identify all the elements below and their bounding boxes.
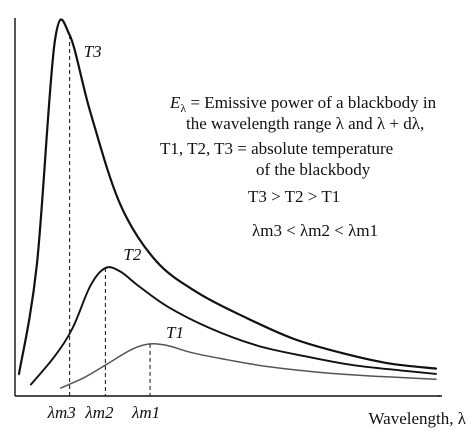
curve-label-t3: T3 (84, 42, 102, 61)
legend-line-5: T3 > T2 > T1 (248, 187, 341, 206)
legend-line-4: of the blackbody (256, 160, 371, 179)
legend-line-1-text: = Emissive power of a blackbody in (186, 93, 437, 112)
legend-symbol-sub: λ (180, 101, 187, 115)
curve-t3 (17, 18, 438, 375)
x-tick-label-2: λm2 (84, 403, 114, 422)
legend-line-3: T1, T2, T3 = absolute temperature (160, 139, 394, 158)
legend-line-2: the wavelength range λ and λ + dλ, (186, 114, 425, 133)
curve-label-t2: T2 (123, 245, 141, 264)
x-axis-label: Wavelength, λ (368, 409, 466, 428)
legend-line-1: Eλ = Emissive power of a blackbody in (170, 92, 436, 119)
legend-symbol: E (170, 93, 181, 112)
x-tick-label-3: λm1 (131, 403, 160, 422)
legend-line-6: λm3 < λm2 < λm1 (252, 221, 379, 240)
x-tick-label-1: λm3 (47, 403, 76, 422)
curve-t2 (29, 266, 437, 386)
curve-label-t1: T1 (166, 323, 184, 342)
curve-t1 (59, 342, 437, 389)
